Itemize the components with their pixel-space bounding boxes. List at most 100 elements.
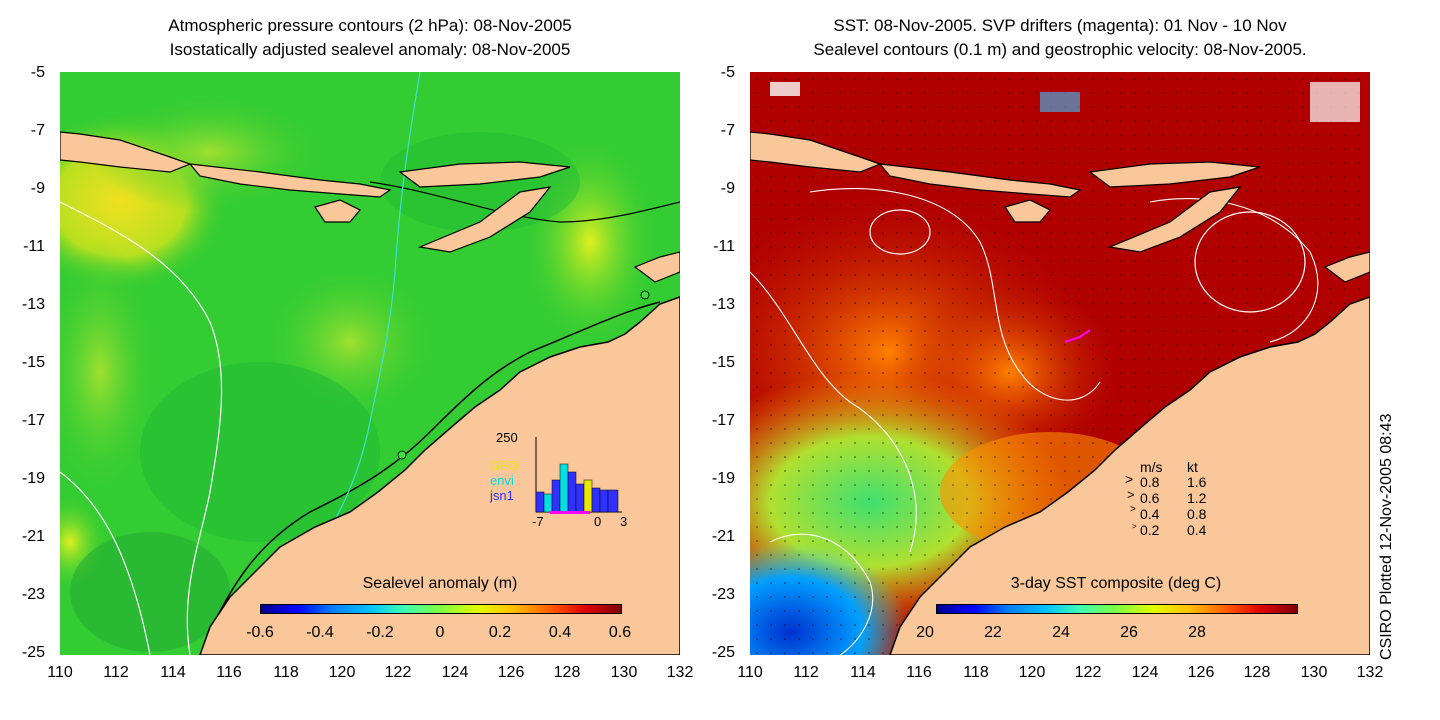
velocity-legend-kt-header: kt <box>1187 459 1198 475</box>
velocity-legend-arrow-icon: > <box>1130 504 1136 515</box>
left-ytick: -21 <box>21 528 45 545</box>
right-ytick: -23 <box>711 586 735 603</box>
shelf-contour <box>199 301 661 655</box>
right-xtick: 130 <box>1300 664 1328 681</box>
left-title-line1: Atmospheric pressure contours (2 hPa): 0… <box>168 16 572 35</box>
sst-colorbar-title: 3-day SST composite (deg C) <box>1010 575 1222 592</box>
inset-xtick-2: 3 <box>620 514 628 529</box>
australia-land <box>199 296 680 655</box>
right-xtick: 128 <box>1243 664 1271 681</box>
left-ytick: -5 <box>30 64 45 81</box>
left-title-line2: Isostatically adjusted sealevel anomaly:… <box>169 40 571 59</box>
sla-cb-tick: -0.4 <box>306 624 334 641</box>
left-xtick: 122 <box>384 664 412 681</box>
lesser-sunda-islands <box>188 163 392 198</box>
sla-cb-tick: 0 <box>435 624 445 641</box>
inset-legend-jsn1: jsn1 <box>490 488 514 503</box>
velocity-legend-ms-header: m/s <box>1140 459 1163 475</box>
inset-legend-gfo: GFO <box>490 458 519 473</box>
left-ytick: -23 <box>21 586 45 603</box>
velocity-legend-arrow-icon: > <box>1125 471 1134 487</box>
left-xtick: 118 <box>273 664 299 681</box>
inset-ymax-label: 250 <box>496 430 518 445</box>
right-title-line2: Sealevel contours (0.1 m) and geostrophi… <box>813 40 1307 59</box>
left-xtick: 126 <box>497 664 525 681</box>
sst-colorbar <box>936 604 1298 614</box>
right-ytick: -19 <box>711 470 735 487</box>
sst-cb-tick: 20 <box>916 624 934 641</box>
velocity-legend-kt: 0.4 <box>1187 522 1207 538</box>
left-ytick: -25 <box>21 644 45 661</box>
right-ytick: -9 <box>720 180 735 197</box>
left-ytick: -15 <box>21 354 45 371</box>
left-xtick: 132 <box>666 664 694 681</box>
left-xtick: 110 <box>47 664 73 681</box>
left-xtick: 124 <box>441 664 469 681</box>
sla-cb-tick: 0.4 <box>548 624 572 641</box>
velocity-legend-ms: 0.2 <box>1140 522 1160 538</box>
svp-drifter-track <box>1064 329 1091 343</box>
right-xtick: 126 <box>1187 664 1215 681</box>
sla-cb-tick: 0.6 <box>608 624 632 641</box>
right-xtick: 122 <box>1074 664 1102 681</box>
right-xtick: 116 <box>906 664 932 681</box>
sla-cb-tick: 0.2 <box>488 624 512 641</box>
right-xtick: 110 <box>737 664 763 681</box>
sst-cb-tick: 24 <box>1052 624 1070 641</box>
velocity-legend-ms: 0.8 <box>1140 474 1160 490</box>
inset-xtick-0: -7 <box>532 514 544 529</box>
right-ytick: -15 <box>711 354 735 371</box>
left-ytick: -7 <box>30 122 45 139</box>
timor-island <box>417 186 552 253</box>
left-xtick: 130 <box>610 664 638 681</box>
right-ytick: -21 <box>711 528 735 545</box>
right-title-line1: SST: 08-Nov-2005. SVP drifters (magenta)… <box>833 16 1287 35</box>
velocity-legend-kt: 1.6 <box>1187 474 1207 490</box>
inset-legend-envi: envi <box>490 473 514 488</box>
right-xtick: 124 <box>1131 664 1159 681</box>
right-ytick: -7 <box>720 122 735 139</box>
right-ytick: -25 <box>711 644 735 661</box>
inset-histogram <box>535 437 622 514</box>
timor-island <box>1107 186 1242 253</box>
left-ytick: -17 <box>21 412 45 429</box>
sla-colorbar <box>260 604 622 614</box>
australia-land <box>889 296 1370 655</box>
sumba-island <box>314 199 361 223</box>
right-ytick: -17 <box>711 412 735 429</box>
java-island <box>60 131 192 173</box>
left-xtick: 114 <box>160 664 186 681</box>
right-xtick: 114 <box>850 664 876 681</box>
right-xtick: 118 <box>963 664 989 681</box>
right-xtick: 112 <box>793 664 819 681</box>
plot-credit: CSIRO Plotted 12-Nov-2005 08:43 <box>1378 413 1395 660</box>
left-xtick: 112 <box>103 664 129 681</box>
right-ytick: -5 <box>720 64 735 81</box>
sla-colorbar-title: Sealevel anomaly (m) <box>362 575 518 592</box>
inset-xtick-1: 0 <box>594 514 602 529</box>
left-xtick: 120 <box>328 664 356 681</box>
sst-cb-tick: 22 <box>984 624 1002 641</box>
sst-cb-tick: 28 <box>1188 624 1206 641</box>
velocity-legend-ms: 0.4 <box>1140 506 1160 522</box>
sst-map: m/s kt > 0.8 1.6 > 0.6 1.2 > 0.4 0.8 > 0… <box>750 72 1370 655</box>
left-xtick: 116 <box>216 664 242 681</box>
sla-cb-tick: -0.6 <box>246 624 274 641</box>
sst-cb-tick: 26 <box>1120 624 1138 641</box>
velocity-legend-kt: 0.8 <box>1187 506 1207 522</box>
sla-map-svg <box>60 72 680 655</box>
velocity-legend-arrow-icon: > <box>1132 522 1137 531</box>
sla-cb-tick: -0.2 <box>366 624 394 641</box>
left-ytick: -11 <box>23 238 45 255</box>
right-ytick: -11 <box>713 238 735 255</box>
right-ytick: -13 <box>711 296 735 313</box>
right-xtick: 120 <box>1018 664 1046 681</box>
left-xtick: 128 <box>553 664 581 681</box>
velocity-legend-arrow-icon: > <box>1127 487 1135 502</box>
sst-map-svg <box>750 72 1370 655</box>
left-ytick: -9 <box>30 180 45 197</box>
velocity-legend-kt: 1.2 <box>1187 490 1207 506</box>
left-ytick: -19 <box>21 470 45 487</box>
velocity-legend-ms: 0.6 <box>1140 490 1160 506</box>
sea-level-anomaly-map: 250 GFO envi jsn1 -7 0 3 Sealevel anomal… <box>60 72 680 655</box>
